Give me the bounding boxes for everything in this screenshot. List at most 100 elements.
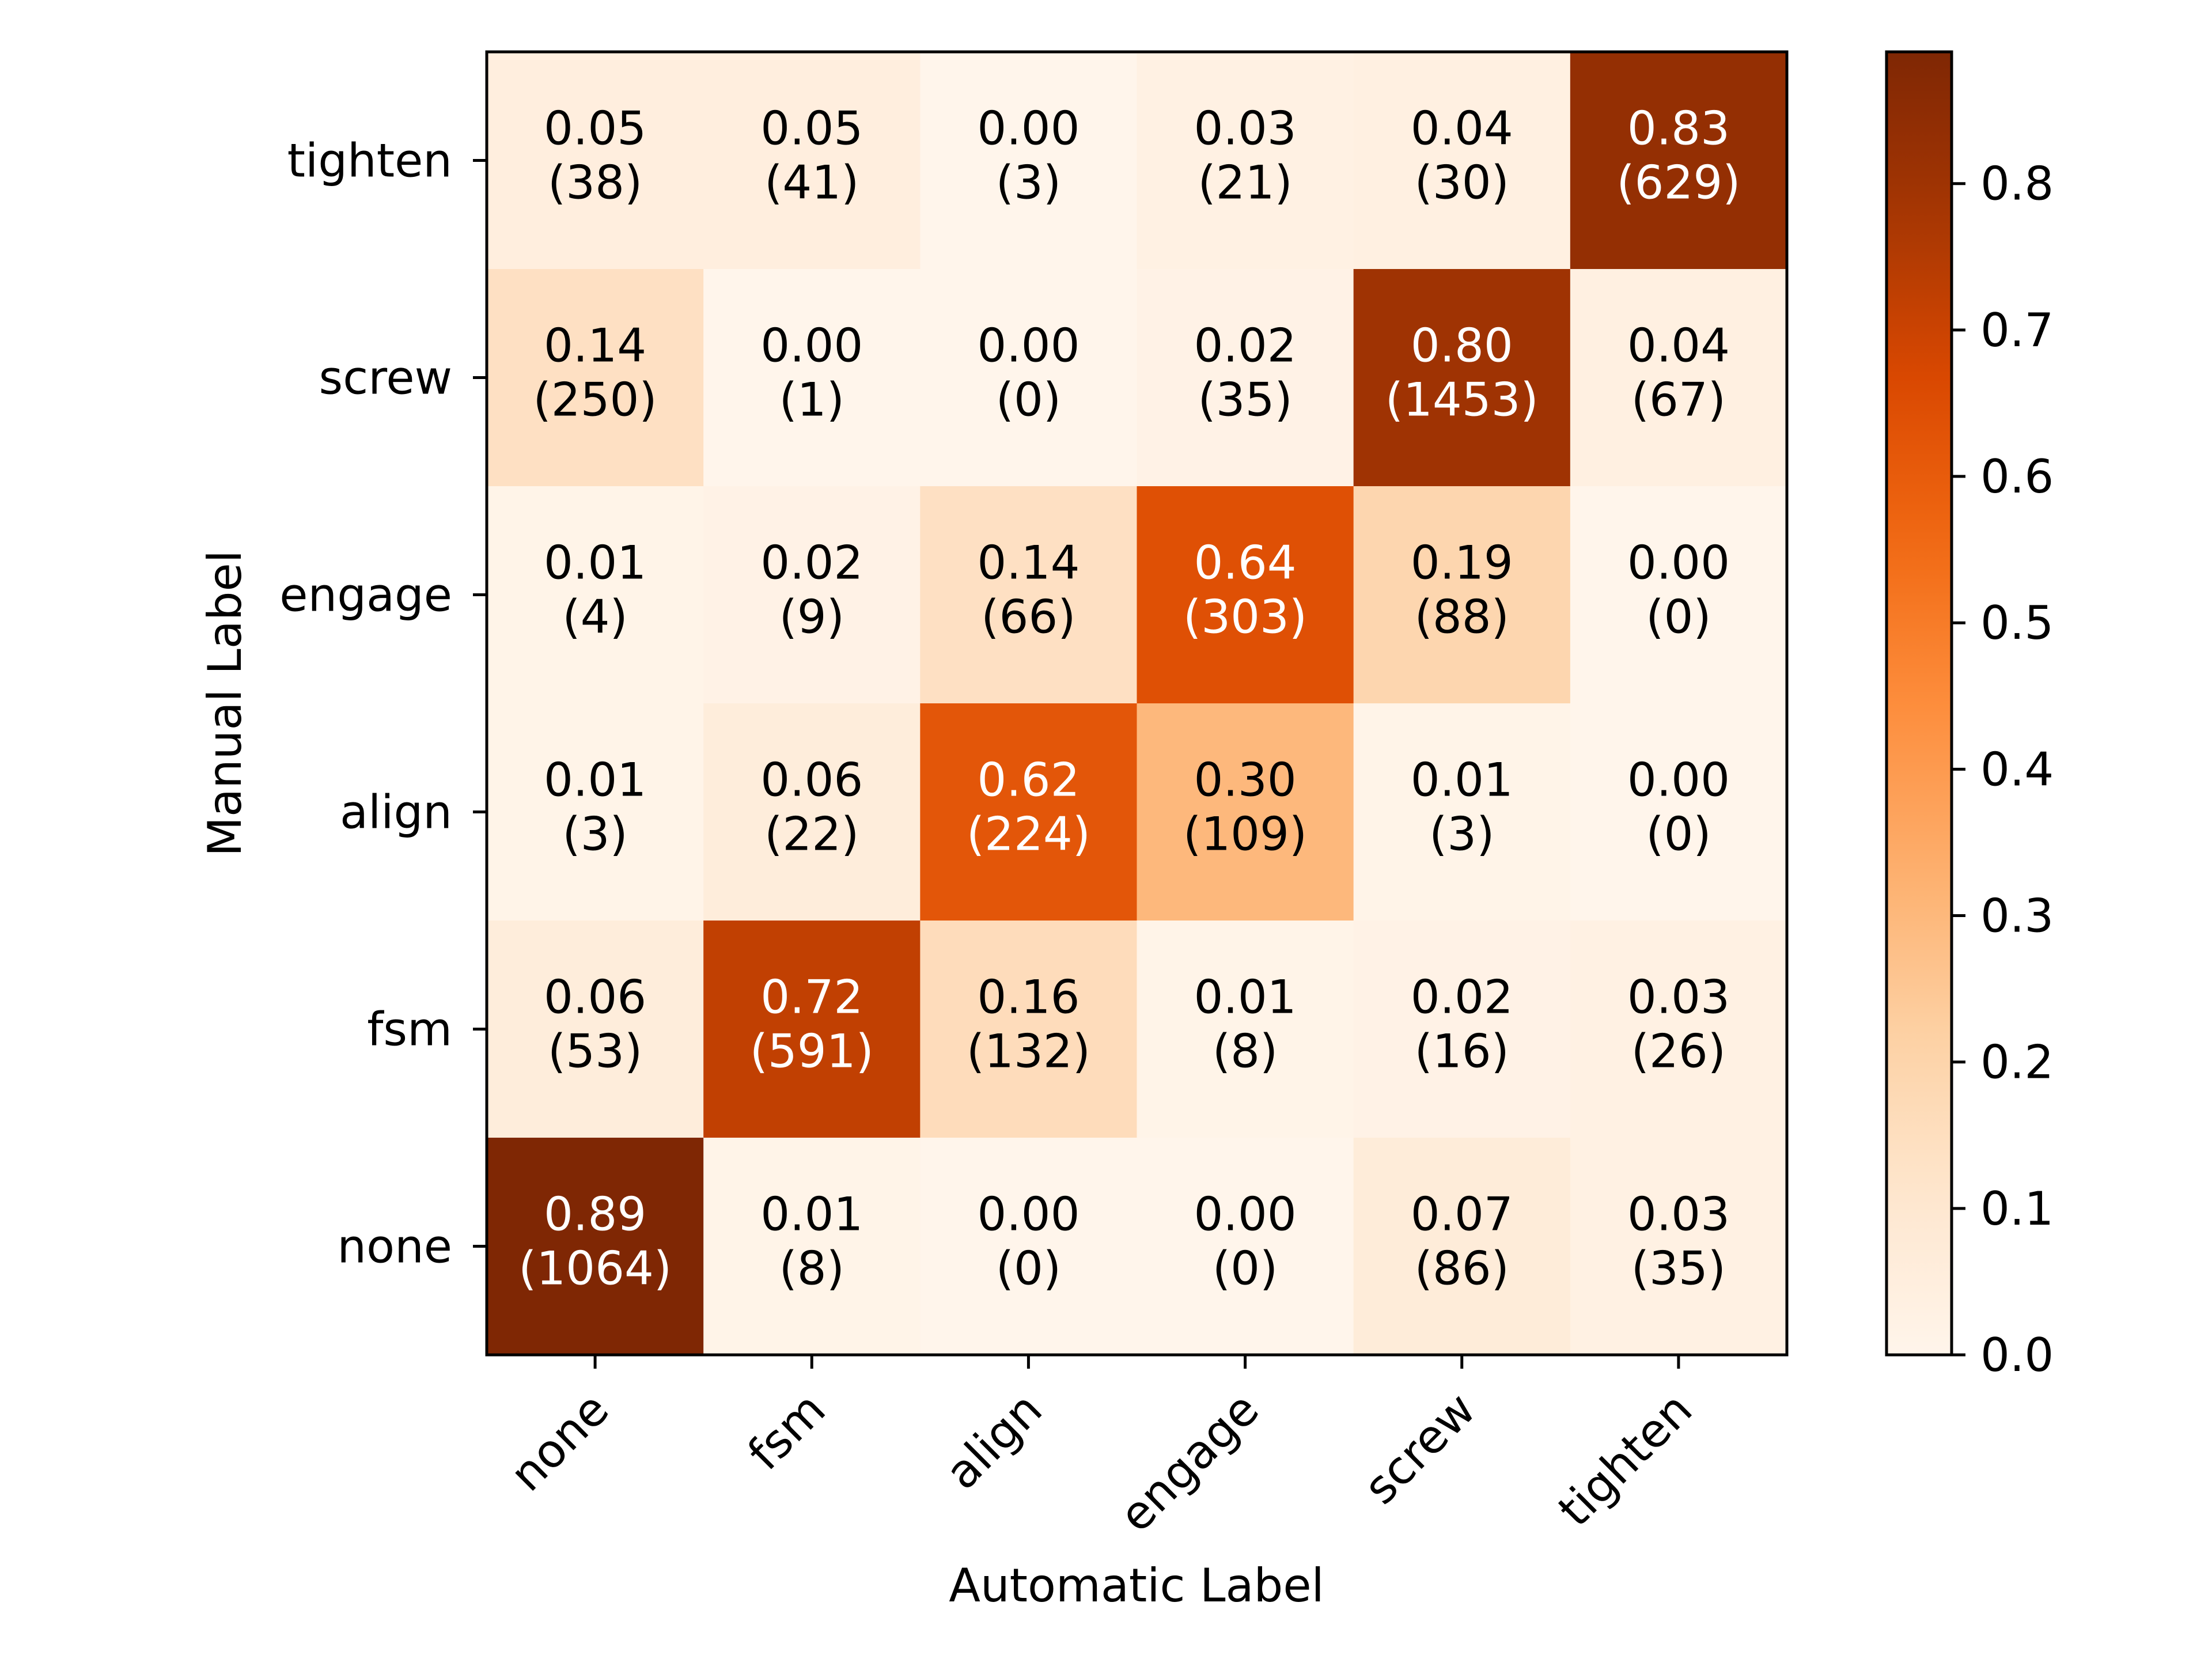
heatmap-cell bbox=[1570, 486, 1787, 704]
cell-value-label: 0.02 bbox=[1194, 319, 1297, 373]
heatmap-cell bbox=[920, 269, 1137, 487]
heatmap-cell bbox=[1137, 921, 1354, 1138]
x-axis-label: Automatic Label bbox=[949, 1559, 1324, 1612]
cell-value-label: 0.03 bbox=[1194, 102, 1297, 156]
y-tick-label: engage bbox=[279, 569, 452, 622]
cell-value-label: 0.00 bbox=[977, 1188, 1080, 1241]
colorbar-tick-label: 0.1 bbox=[1980, 1182, 2054, 1236]
cell-value-label: 0.01 bbox=[1411, 753, 1513, 807]
cell-value-label: 0.64 bbox=[1194, 536, 1297, 590]
colorbar-tick-label: 0.2 bbox=[1980, 1036, 2054, 1089]
y-tick-label: align bbox=[340, 786, 452, 839]
heatmap-cell bbox=[487, 269, 704, 487]
cell-count-label: (41) bbox=[764, 156, 859, 210]
cell-value-label: 0.00 bbox=[1194, 1188, 1297, 1241]
cell-count-label: (86) bbox=[1415, 1242, 1509, 1296]
colorbar-tick-label: 0.6 bbox=[1980, 450, 2054, 503]
heatmap-cell bbox=[703, 921, 921, 1138]
colorbar-frame bbox=[1885, 50, 1953, 1357]
cell-count-label: (132) bbox=[967, 1025, 1090, 1078]
y-tick-label: fsm bbox=[367, 1003, 452, 1056]
heatmap-cell bbox=[703, 1138, 921, 1355]
cell-count-label: (591) bbox=[750, 1025, 874, 1078]
cell-count-label: (1) bbox=[779, 373, 844, 427]
cell-count-label: (303) bbox=[1183, 590, 1307, 644]
cell-count-label: (9) bbox=[779, 590, 844, 644]
cell-value-label: 0.16 bbox=[977, 971, 1080, 1024]
cell-count-label: (8) bbox=[779, 1242, 844, 1296]
cell-count-label: (250) bbox=[533, 373, 657, 427]
cell-count-label: (38) bbox=[548, 156, 642, 210]
cell-value-label: 0.83 bbox=[1627, 102, 1730, 156]
cell-value-label: 0.00 bbox=[977, 319, 1080, 373]
y-tick-label: screw bbox=[319, 351, 452, 405]
cell-value-label: 0.07 bbox=[1411, 1188, 1513, 1241]
colorbar-gradient bbox=[1887, 52, 1952, 1355]
colorbar-ticks: 0.0 0.1 0.2 0.3 0.4 0.5 0.6 0.7 0.8 bbox=[1952, 157, 2054, 1382]
x-axis: none fsm align engage screw tighten bbox=[500, 1355, 1702, 1542]
cell-count-label: (35) bbox=[1631, 1242, 1726, 1296]
cell-count-label: (0) bbox=[996, 373, 1061, 427]
cell-value-label: 0.72 bbox=[760, 971, 863, 1024]
cell-count-label: (67) bbox=[1631, 373, 1726, 427]
cell-value-label: 0.00 bbox=[1627, 753, 1730, 807]
cell-count-label: (1064) bbox=[518, 1242, 672, 1296]
cell-value-label: 0.06 bbox=[760, 753, 863, 807]
cell-count-label: (26) bbox=[1631, 1025, 1726, 1078]
cell-value-label: 0.05 bbox=[760, 102, 863, 156]
x-tick-label: fsm bbox=[737, 1382, 835, 1480]
colorbar-tick-label: 0.8 bbox=[1980, 157, 2054, 211]
cell-count-label: (224) bbox=[967, 808, 1090, 861]
heatmap-cell bbox=[1353, 269, 1571, 487]
cell-count-label: (0) bbox=[996, 1242, 1061, 1296]
heatmap-cell bbox=[703, 486, 921, 704]
heatmap-cell bbox=[1353, 52, 1571, 270]
y-axis-label: Manual Label bbox=[198, 550, 252, 857]
y-tick-label: tighten bbox=[287, 134, 452, 188]
cell-count-label: (3) bbox=[1429, 808, 1494, 861]
cell-count-label: (0) bbox=[1213, 1242, 1278, 1296]
cell-value-label: 0.00 bbox=[1627, 536, 1730, 590]
colorbar-tick-label: 0.5 bbox=[1980, 596, 2054, 650]
heatmap-cell bbox=[703, 703, 921, 921]
cell-value-label: 0.01 bbox=[760, 1188, 863, 1241]
heatmap-cell bbox=[487, 703, 704, 921]
heatmap-cell bbox=[920, 921, 1137, 1138]
x-tick-label: screw bbox=[1354, 1382, 1486, 1514]
heatmap-cell bbox=[1570, 921, 1787, 1138]
cell-count-label: (16) bbox=[1415, 1025, 1509, 1078]
cell-value-label: 0.05 bbox=[544, 102, 646, 156]
heatmap-cell bbox=[703, 52, 921, 270]
cell-value-label: 0.62 bbox=[977, 753, 1080, 807]
heatmap-cell bbox=[1137, 1138, 1354, 1355]
heatmap-cell bbox=[1353, 921, 1571, 1138]
cell-count-label: (35) bbox=[1198, 373, 1292, 427]
heatmap-cell bbox=[487, 921, 704, 1138]
heatmap-cell bbox=[1570, 52, 1787, 270]
heatmap-cell bbox=[1137, 703, 1354, 921]
cell-count-label: (0) bbox=[1646, 590, 1711, 644]
heatmap-cell bbox=[920, 486, 1137, 704]
cell-value-label: 0.02 bbox=[1411, 971, 1513, 1024]
cell-count-label: (4) bbox=[562, 590, 627, 644]
cell-value-label: 0.00 bbox=[760, 319, 863, 373]
cell-value-label: 0.01 bbox=[544, 536, 646, 590]
cell-value-label: 0.03 bbox=[1627, 1188, 1730, 1241]
cell-value-label: 0.14 bbox=[977, 536, 1080, 590]
x-tick-label: tighten bbox=[1548, 1382, 1702, 1537]
heatmap-cell bbox=[1570, 1138, 1787, 1355]
cell-count-label: (8) bbox=[1213, 1025, 1278, 1078]
cell-value-label: 0.00 bbox=[977, 102, 1080, 156]
cell-value-label: 0.06 bbox=[544, 971, 646, 1024]
heatmap-cell bbox=[920, 1138, 1137, 1355]
heatmap-cell bbox=[1353, 1138, 1571, 1355]
colorbar-tick-label: 0.0 bbox=[1980, 1328, 2054, 1382]
heatmap-cell bbox=[1137, 269, 1354, 487]
cell-value-label: 0.80 bbox=[1411, 319, 1513, 373]
y-tick-label: none bbox=[337, 1220, 452, 1274]
colorbar: 0.0 0.1 0.2 0.3 0.4 0.5 0.6 0.7 0.8 bbox=[1885, 50, 2054, 1382]
cell-value-label: 0.30 bbox=[1194, 753, 1297, 807]
cell-count-label: (66) bbox=[981, 590, 1075, 644]
heatmap-cell bbox=[487, 1138, 704, 1355]
